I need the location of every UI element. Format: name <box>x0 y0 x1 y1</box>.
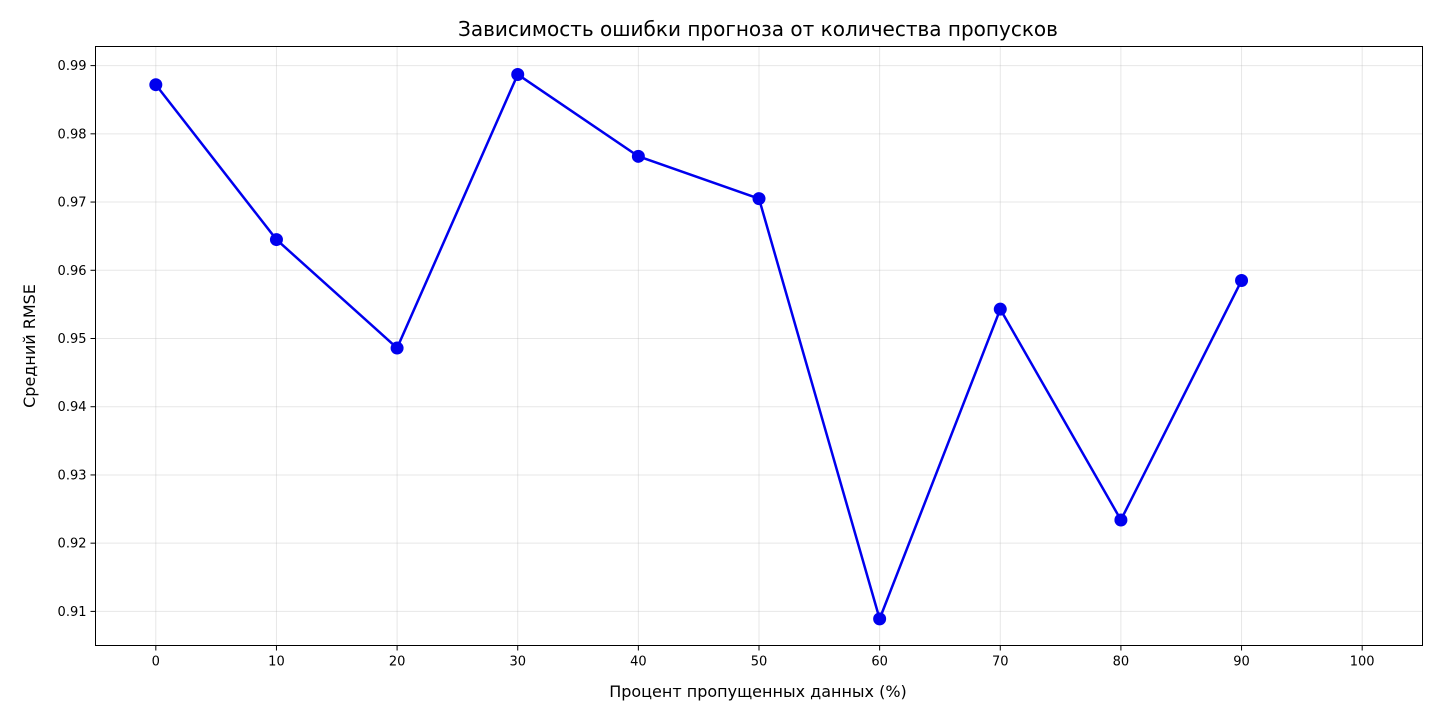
y-axis: 0.91 0.92 0.93 0.94 0.95 0.96 0.97 0.98 0.99 <box>58 59 96 620</box>
x-tick-label: 70 <box>992 655 1009 670</box>
y-tick-label: 0.99 <box>58 59 87 74</box>
y-tick-label: 0.98 <box>58 127 87 142</box>
x-tick-label: 0 <box>152 655 160 670</box>
x-tick-label: 10 <box>268 655 285 670</box>
x-tick-label: 60 <box>871 655 888 670</box>
data-point <box>149 78 163 92</box>
data-point <box>873 612 887 626</box>
data-point <box>511 67 525 81</box>
series-layer <box>149 67 1249 626</box>
data-point <box>269 233 283 247</box>
chart-title: Зависимость ошибки прогноза от количеств… <box>458 17 1058 41</box>
y-tick-label: 0.95 <box>58 332 87 347</box>
x-tick-label: 40 <box>630 655 647 670</box>
x-tick-label: 100 <box>1350 655 1375 670</box>
y-tick-label: 0.91 <box>58 605 87 620</box>
data-point <box>752 192 766 206</box>
y-axis-label: Средний RMSE <box>20 284 39 408</box>
data-point <box>1235 274 1249 288</box>
y-tick-label: 0.94 <box>58 400 87 415</box>
x-tick-label: 80 <box>1113 655 1130 670</box>
x-axis-label: Процент пропущенных данных (%) <box>609 682 907 701</box>
grid-lines <box>95 46 1423 646</box>
data-point <box>390 341 404 355</box>
series-line <box>154 73 1243 621</box>
data-point <box>1114 513 1128 527</box>
x-tick-label: 50 <box>751 655 768 670</box>
y-tick-label: 0.96 <box>58 264 87 279</box>
y-tick-label: 0.97 <box>58 196 87 211</box>
x-tick-label: 90 <box>1233 655 1250 670</box>
x-axis: 0 10 20 30 40 50 60 70 80 90 100 <box>152 645 1375 670</box>
data-point <box>631 149 645 163</box>
y-tick-label: 0.93 <box>58 468 87 483</box>
data-point <box>993 302 1007 316</box>
y-tick-label: 0.92 <box>58 537 87 552</box>
x-tick-label: 30 <box>509 655 526 670</box>
x-tick-label: 20 <box>389 655 406 670</box>
